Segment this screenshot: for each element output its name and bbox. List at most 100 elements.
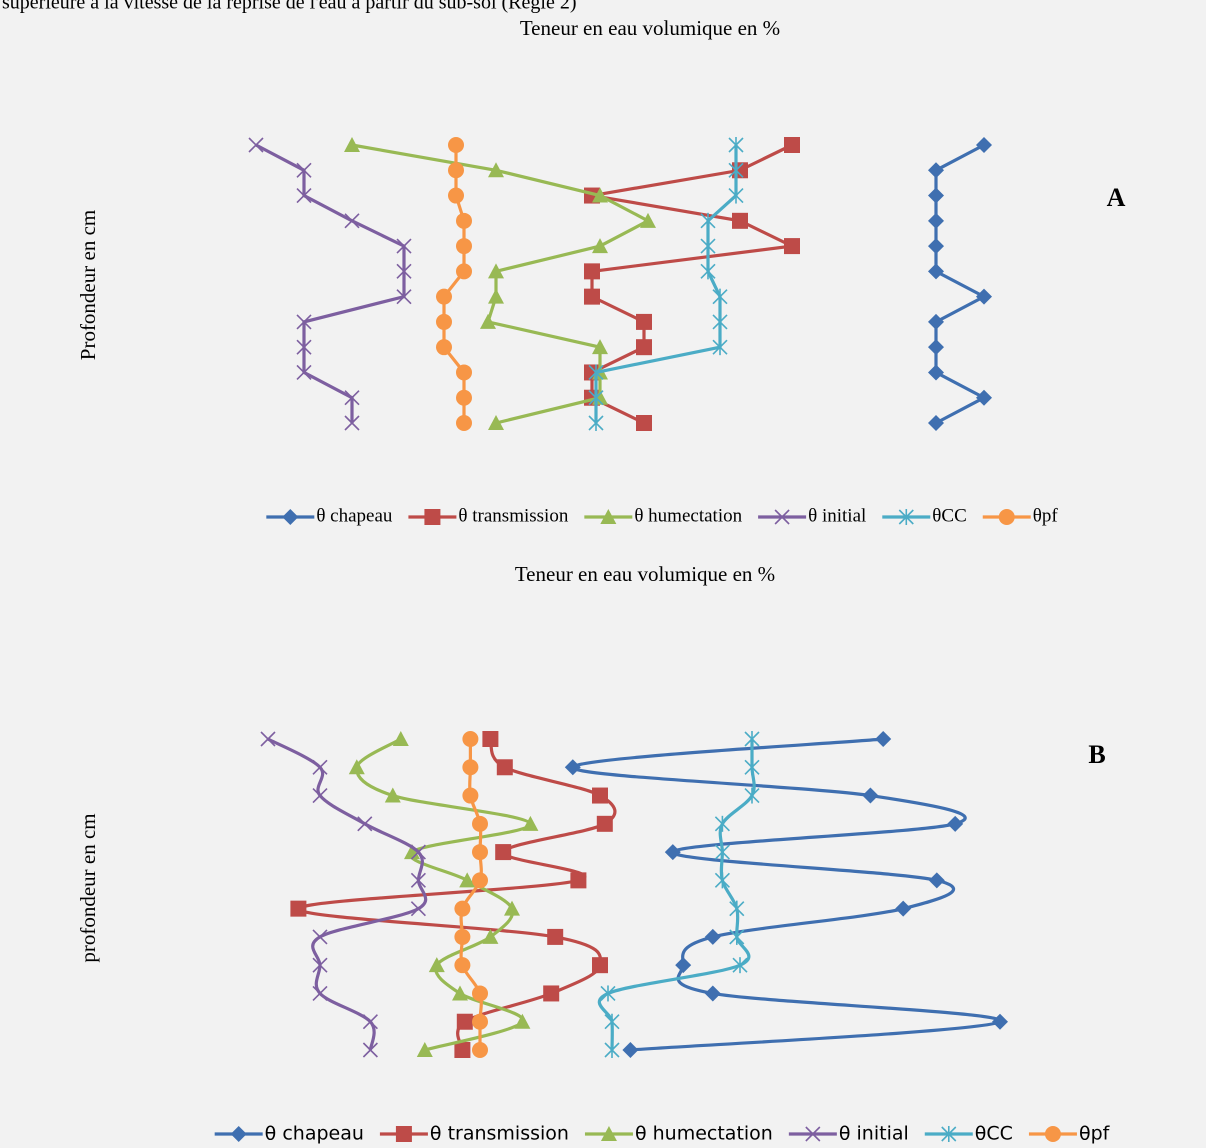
marker-stroke — [312, 759, 328, 775]
marker — [396, 238, 412, 254]
marker — [230, 1126, 247, 1142]
marker-stroke — [312, 957, 328, 973]
marker — [774, 509, 790, 525]
marker — [728, 187, 744, 204]
marker — [392, 731, 409, 746]
series-line — [571, 737, 1002, 1052]
marker-stroke — [410, 844, 426, 860]
marker — [862, 787, 879, 804]
marker-stroke — [248, 137, 264, 153]
marker-stroke — [312, 929, 328, 945]
marker — [410, 844, 426, 860]
marker-stroke — [774, 509, 790, 525]
marker — [728, 137, 744, 153]
marker — [732, 957, 748, 974]
panel-label: A — [1107, 183, 1126, 212]
marker — [462, 759, 479, 776]
marker — [941, 1126, 957, 1142]
marker — [480, 313, 496, 329]
marker — [296, 187, 312, 204]
marker — [998, 509, 1015, 525]
marker — [482, 928, 499, 944]
marker — [296, 339, 312, 355]
marker — [344, 390, 360, 406]
marker — [592, 238, 608, 254]
marker-stroke — [362, 1014, 378, 1030]
marker — [410, 901, 426, 917]
marker-stroke — [396, 238, 412, 254]
series-line — [442, 145, 466, 423]
marker — [456, 238, 472, 255]
marker-stroke — [296, 314, 312, 330]
marker — [744, 731, 760, 747]
marker — [588, 364, 604, 381]
marker — [482, 731, 499, 747]
series-line — [267, 737, 428, 1051]
marker — [700, 263, 716, 280]
marker — [290, 900, 307, 917]
marker — [600, 985, 616, 1002]
marker — [928, 339, 944, 356]
y-axis-label: Profondeur en cm — [76, 210, 100, 360]
marker — [714, 872, 730, 889]
marker — [456, 212, 472, 229]
marker — [976, 137, 992, 153]
marker — [428, 957, 445, 973]
legend-label: θpf — [1033, 505, 1059, 526]
marker — [448, 137, 464, 153]
marker — [248, 137, 264, 153]
marker — [472, 1042, 488, 1058]
marker — [588, 389, 604, 406]
marker — [640, 212, 656, 228]
marker — [928, 364, 944, 381]
marker — [456, 389, 472, 406]
marker — [296, 314, 312, 330]
marker-stroke — [312, 985, 328, 1002]
marker — [976, 288, 992, 305]
marker-stroke — [312, 787, 328, 804]
marker — [456, 263, 472, 280]
marker — [898, 509, 914, 525]
series-line — [594, 145, 738, 423]
marker — [928, 872, 945, 889]
marker — [714, 844, 730, 861]
series-line — [459, 739, 483, 1050]
marker-stroke — [396, 289, 412, 305]
marker-stroke — [805, 1126, 821, 1142]
marker — [454, 957, 471, 974]
marker — [462, 787, 479, 804]
marker — [456, 364, 472, 381]
marker — [296, 162, 312, 178]
marker — [472, 985, 488, 1002]
marker — [584, 288, 600, 305]
marker-stroke — [296, 339, 312, 355]
legend-label: θ transmission — [458, 505, 568, 526]
marker — [488, 415, 504, 430]
marker — [416, 1042, 433, 1057]
marker — [395, 1126, 412, 1142]
marker-stroke — [344, 390, 360, 406]
marker — [472, 872, 488, 889]
legend: θ chapeau θ transmission θ humectation θ in… — [214, 1123, 1111, 1145]
chart-title: Teneur en eau volumique en % — [515, 562, 775, 586]
marker — [396, 263, 412, 279]
series-line — [296, 738, 617, 1051]
marker — [495, 844, 512, 861]
marker — [312, 787, 328, 804]
marker — [547, 928, 564, 945]
marker — [488, 162, 504, 178]
marker — [729, 900, 745, 917]
marker-stroke — [260, 731, 276, 747]
legend-label: θ humectation — [634, 505, 742, 526]
marker — [312, 985, 328, 1002]
legend-label: θ initial — [808, 505, 866, 526]
marker — [714, 815, 730, 832]
marker — [700, 238, 716, 255]
marker — [596, 815, 613, 832]
marker — [928, 162, 944, 179]
marker — [436, 313, 452, 330]
marker — [456, 1013, 473, 1030]
header-text: supérieure à la vitesse de la reprise de… — [2, 0, 577, 14]
marker — [504, 900, 520, 916]
marker-stroke — [296, 364, 312, 381]
